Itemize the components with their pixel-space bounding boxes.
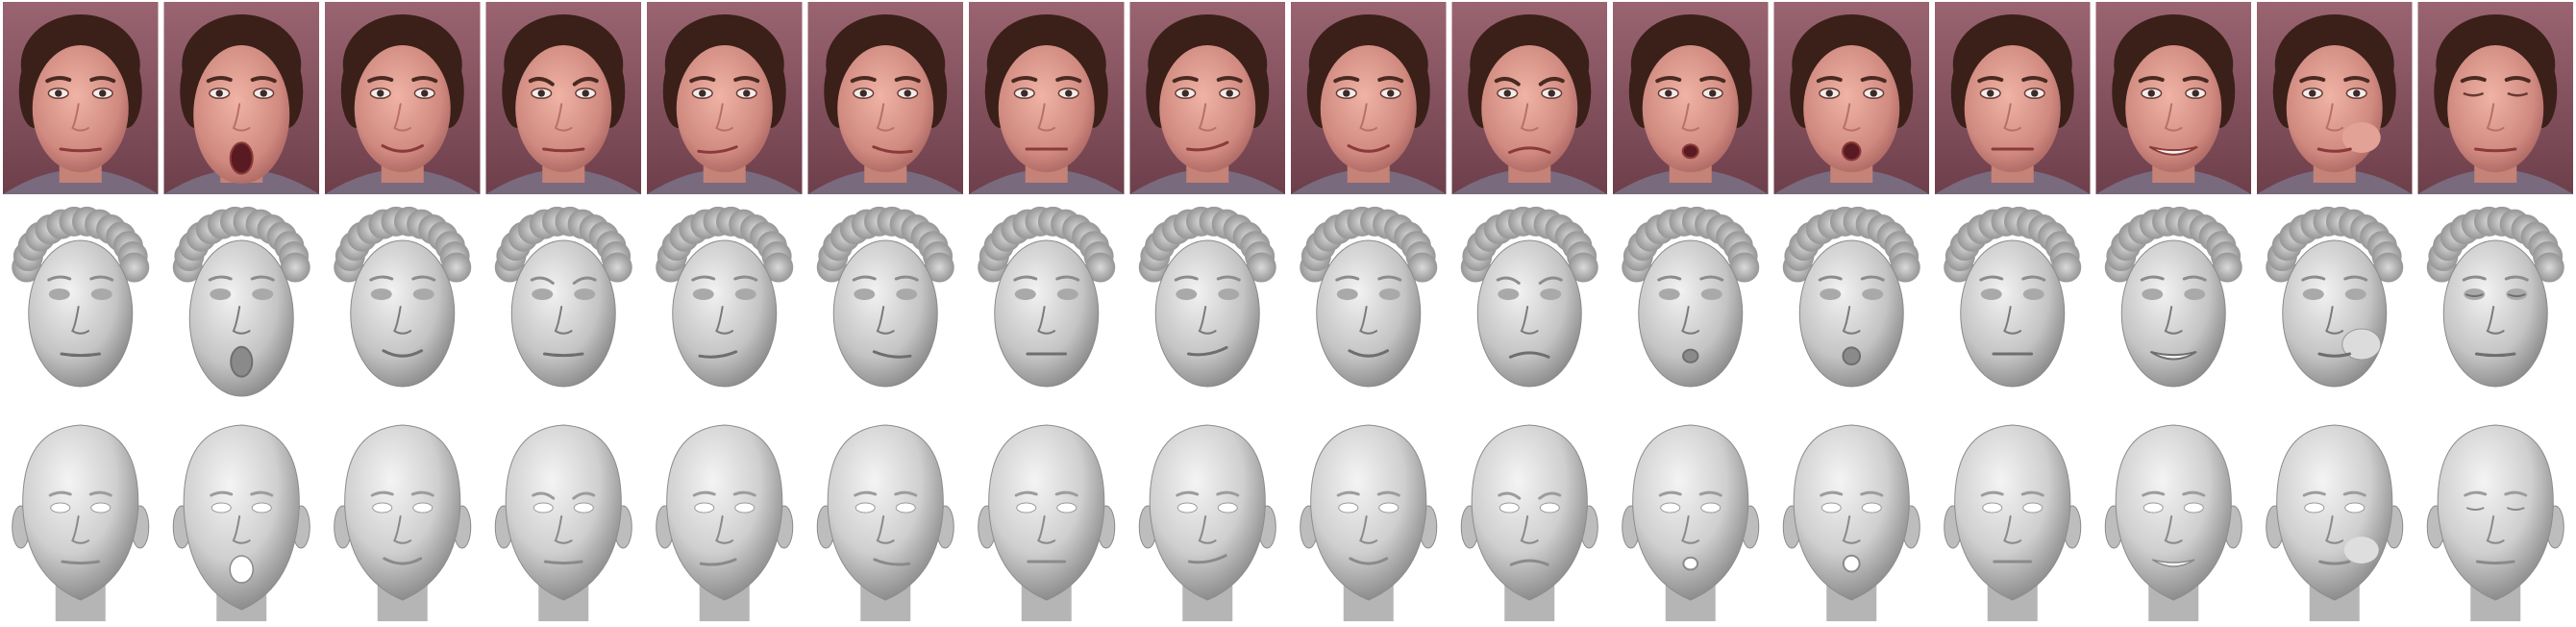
template-mesh	[2266, 424, 2404, 621]
photo-frame	[1291, 2, 1447, 194]
photo-frame	[3, 2, 159, 194]
scan-mesh	[656, 206, 794, 388]
template-mesh	[1300, 424, 1438, 621]
template-mesh	[172, 424, 310, 621]
scan-mesh	[494, 206, 632, 388]
scan-mesh	[1138, 206, 1276, 388]
scan-mesh	[1460, 206, 1598, 388]
template-mesh	[1782, 424, 1920, 621]
template-mesh	[1622, 424, 1760, 621]
photo-frame	[1773, 2, 1929, 194]
template-mesh	[1460, 424, 1598, 621]
photo-frame	[1935, 2, 2091, 194]
scan-mesh	[1622, 206, 1760, 388]
template-mesh	[656, 424, 794, 621]
scan-mesh	[334, 206, 472, 388]
scan-mesh	[816, 206, 954, 388]
scan-mesh	[978, 206, 1116, 388]
photo-frame	[1613, 2, 1769, 194]
template-mesh	[978, 424, 1116, 621]
photo-frame	[1451, 2, 1607, 194]
photo-frame	[485, 2, 641, 194]
template-mesh	[2104, 424, 2242, 621]
template-mesh	[494, 424, 632, 621]
scan-mesh	[172, 206, 310, 397]
scan-mesh	[1944, 206, 2082, 388]
scan-mesh	[2104, 206, 2242, 388]
photo-frame	[1129, 2, 1285, 194]
photo-frame	[2095, 2, 2251, 194]
photo-frame	[2417, 2, 2573, 194]
photo-frame	[163, 2, 319, 194]
scan-mesh	[2426, 206, 2564, 388]
template-mesh	[1138, 424, 1276, 621]
template-mesh	[2426, 424, 2564, 621]
photo-frame	[807, 2, 963, 194]
template-mesh	[816, 424, 954, 621]
scan-mesh	[12, 206, 150, 388]
photo-frame	[325, 2, 481, 194]
scan-mesh	[2266, 206, 2404, 388]
scan-mesh	[1782, 206, 1920, 388]
template-mesh	[12, 424, 150, 621]
scan-mesh	[1300, 206, 1438, 388]
template-mesh	[334, 424, 472, 621]
photo-frame	[2257, 2, 2413, 194]
photo-frame	[647, 2, 803, 194]
photo-frame	[969, 2, 1125, 194]
template-mesh	[1944, 424, 2082, 621]
